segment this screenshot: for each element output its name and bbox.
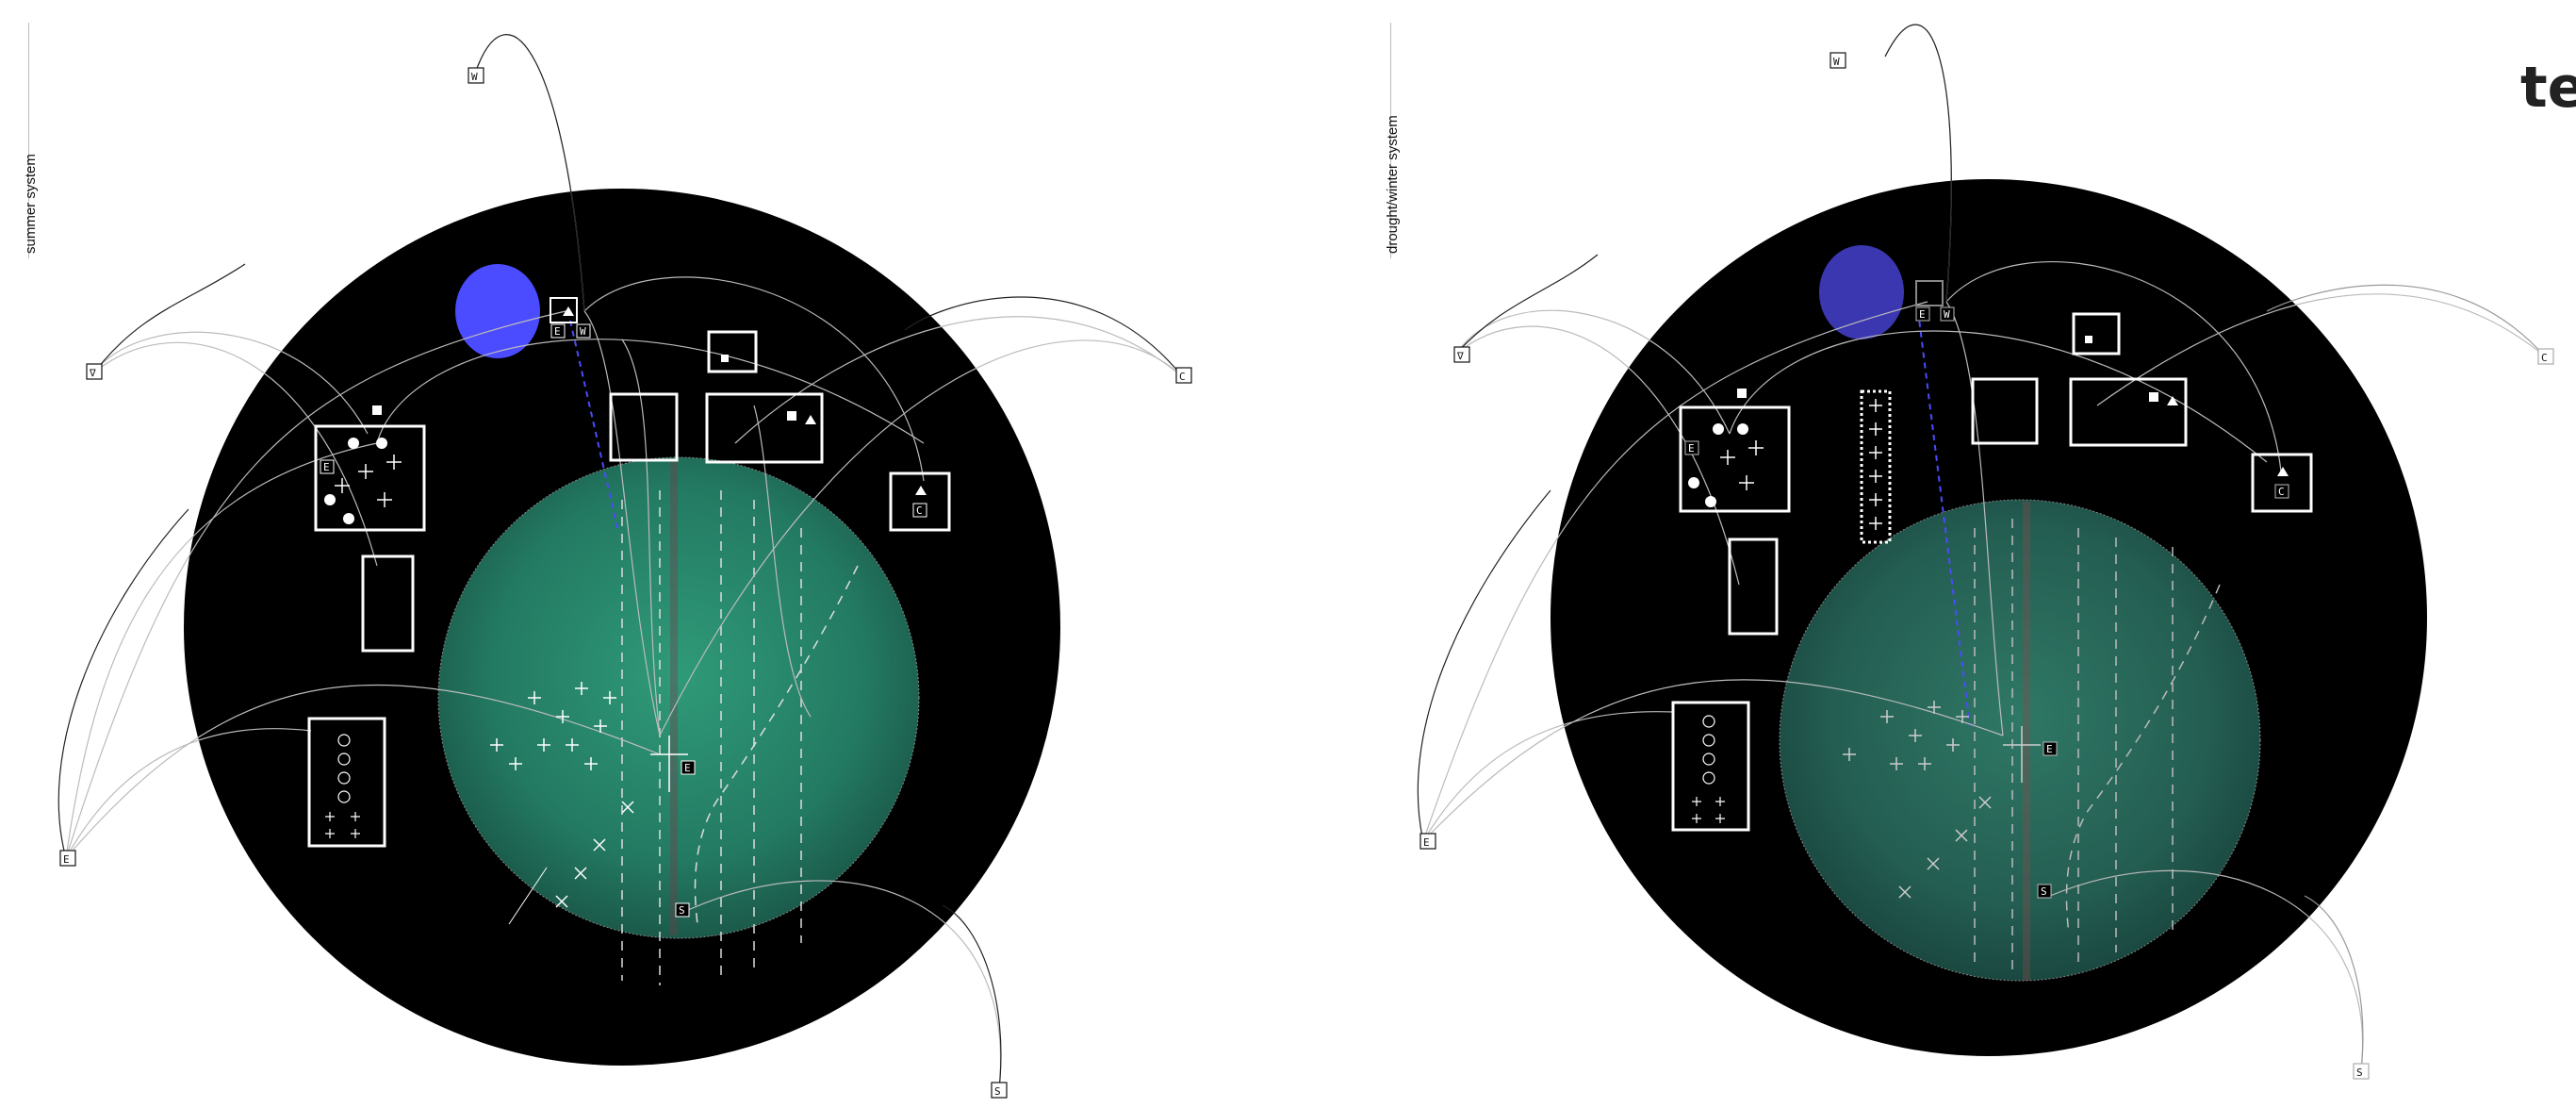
drought-winter-system-panel: drought/winter system [1362, 0, 2576, 1108]
blue-dashed-link [1917, 310, 1971, 727]
house-markers [324, 438, 387, 524]
ext-node-s: S [2356, 1067, 2363, 1079]
ext-node-e: E [63, 853, 70, 866]
field-cross-marks [1898, 796, 1992, 899]
zone-tag-s: S [679, 904, 685, 917]
zone-box-3 [1671, 701, 1750, 832]
zone-tag-c: C [916, 504, 923, 517]
ext-node-w: W [471, 71, 478, 83]
external-nodes [1419, 52, 1846, 850]
ext-node-c: C [1179, 371, 1186, 383]
external-nodes [59, 67, 1192, 1099]
zone-tag-e3: E [323, 461, 330, 473]
zone-tag-e: E [1919, 308, 1926, 321]
zone-tag-w: W [580, 325, 586, 338]
connection-curves [65, 34, 1184, 1090]
zone-box-7 [889, 471, 951, 532]
zone-box-2 [361, 554, 415, 653]
connection-curves [1422, 24, 2546, 1071]
zone-box-8 [1915, 280, 1944, 306]
zone-tag-s: S [2041, 885, 2047, 898]
field-plus-marks [490, 682, 688, 792]
zone-box-dotted [1860, 389, 1892, 544]
zone-box-house [1679, 405, 1791, 513]
ext-node-e: E [1423, 836, 1430, 849]
zone-box-6 [2072, 312, 2121, 356]
zone-box-2 [1728, 537, 1779, 636]
corner-heading-fragment: te [2520, 55, 2576, 121]
drought-winter-system-diagram: W ∇ C E S E W S E E C [1417, 24, 2554, 1080]
zone-box-7 [2251, 453, 2313, 513]
zone-box-house [314, 424, 426, 532]
field-cross-marks [508, 801, 634, 925]
field-circle [1779, 499, 2261, 982]
zone-box-4 [1971, 377, 2039, 445]
field-circle [437, 456, 920, 939]
ext-node-c: C [2541, 352, 2548, 364]
zone-tag-e2: E [2046, 743, 2053, 755]
zone-box-5 [705, 392, 824, 464]
zone-box-4 [609, 392, 679, 462]
summer-system-label-box: summer system [0, 23, 39, 258]
ext-node-w: W [1833, 56, 1840, 68]
summer-system-panel: summer system [0, 23, 1192, 1099]
blue-dashed-link [569, 320, 618, 529]
zone-box-3 [307, 717, 386, 848]
ext-node-v: ∇ [1456, 350, 1464, 362]
zone-tag-e: E [554, 325, 561, 338]
zone-box-8 [550, 297, 578, 323]
blue-moon [1819, 245, 1904, 339]
ext-node-s: S [994, 1085, 1001, 1098]
summer-system-diagram: W ∇ C E S E W S E E C [57, 34, 1192, 1099]
zone-tag-c: C [2278, 486, 2285, 498]
zone-box-5 [2069, 377, 2188, 447]
drought-label-box: drought/winter system [1362, 23, 1401, 258]
zone-box-6 [707, 330, 758, 373]
zone-tag-e3: E [1688, 442, 1695, 455]
field-plus-marks [1843, 701, 2041, 783]
zone-tag-e2: E [684, 762, 691, 774]
ext-node-v: ∇ [89, 367, 96, 379]
zone-tag-w: W [1944, 308, 1950, 321]
house-markers [1688, 423, 1748, 507]
blue-moon [455, 264, 540, 358]
